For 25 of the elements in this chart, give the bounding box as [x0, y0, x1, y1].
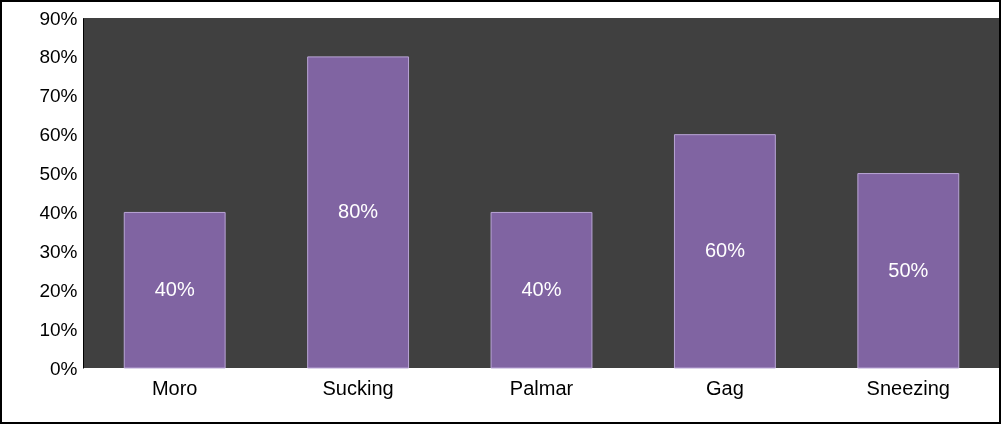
x-tick-label: Gag	[705, 376, 744, 399]
data-label: 40%	[521, 278, 562, 301]
x-tick-label: Sneezing	[866, 376, 950, 399]
bar	[673, 134, 776, 369]
bar	[490, 211, 593, 369]
x-tick-label: Sucking	[322, 376, 394, 399]
y-tick-label: 20%	[39, 279, 78, 301]
data-label: 40%	[154, 278, 195, 301]
bar	[857, 173, 960, 369]
data-label: 60%	[704, 239, 746, 262]
y-tick-label: 30%	[39, 240, 78, 262]
y-tick-label: 10%	[39, 318, 78, 340]
data-label: 80%	[338, 200, 379, 223]
y-tick-label: 80%	[39, 46, 78, 68]
y-tick-label: 0%	[50, 357, 78, 379]
x-tick-label: Moro	[151, 376, 198, 399]
y-tick-label: 50%	[39, 163, 78, 185]
x-tick-label: Palmar	[509, 376, 574, 399]
y-tick-label: 70%	[39, 85, 78, 107]
y-tick-label: 40%	[39, 201, 78, 223]
y-tick-label: 90%	[39, 7, 78, 29]
y-tick-label: 60%	[39, 124, 78, 146]
bar	[123, 211, 226, 369]
data-label: 50%	[888, 258, 929, 281]
bar	[307, 56, 410, 369]
